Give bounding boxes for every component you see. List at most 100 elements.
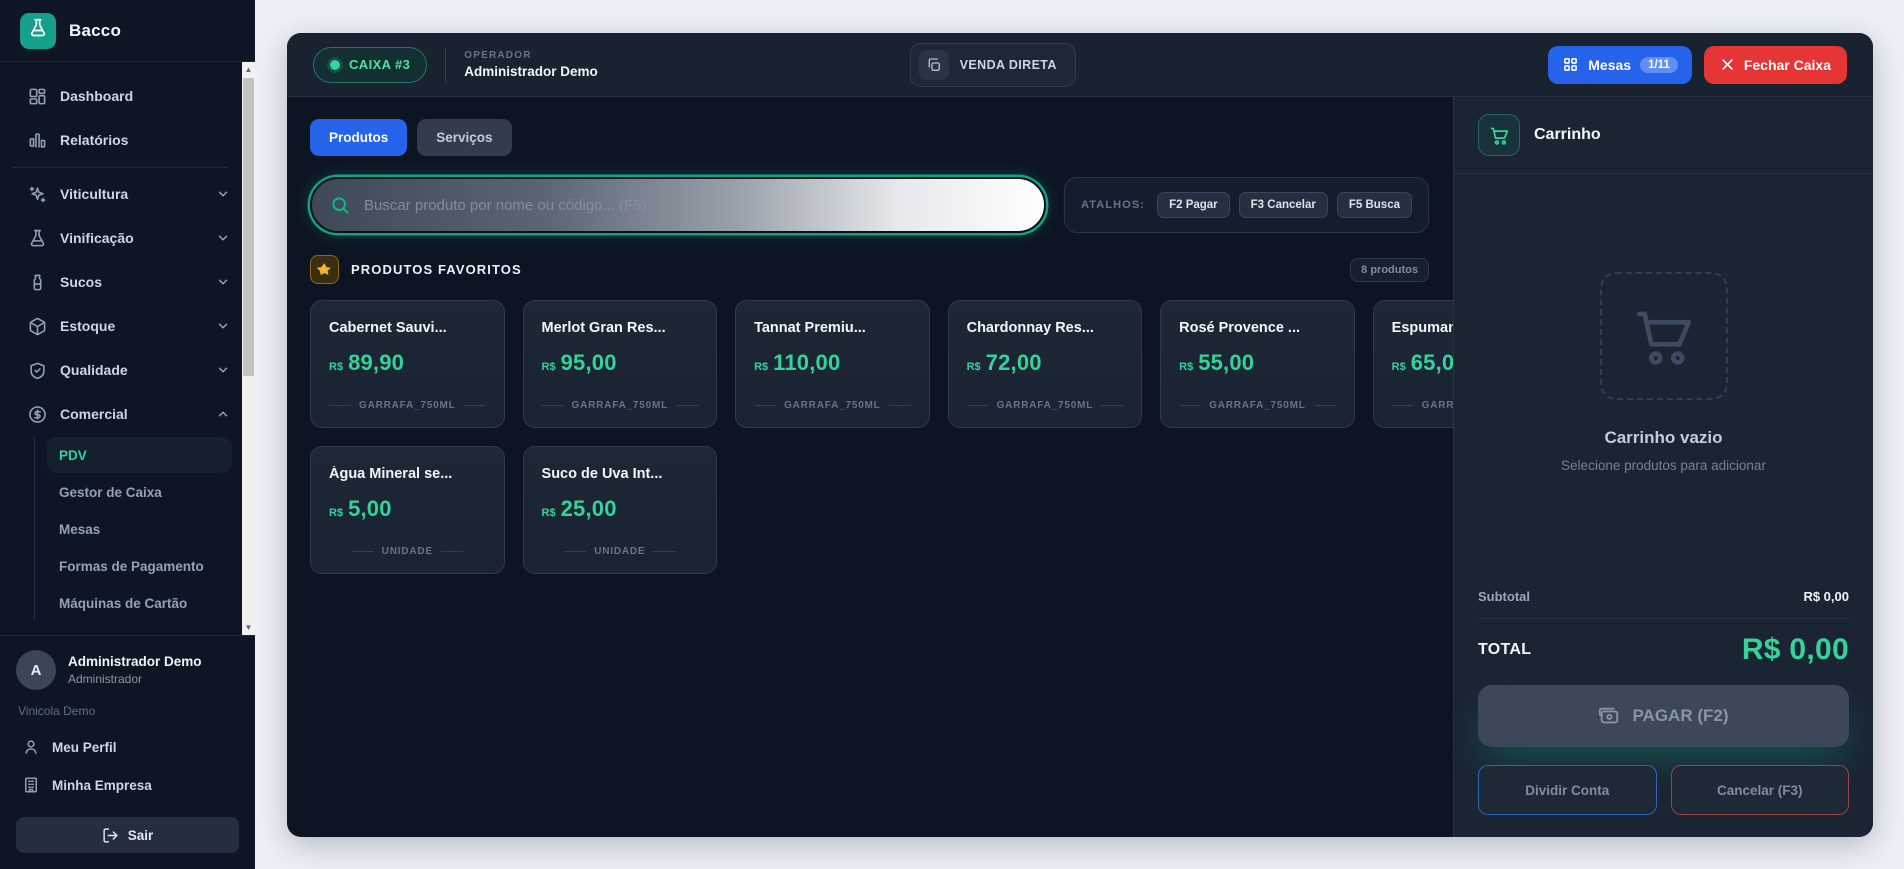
product-card[interactable]: Água Mineral se... R$ 5,00 UNIDADE <box>310 446 505 574</box>
sidebar-item-meu-perfil[interactable]: Meu Perfil <box>16 728 239 766</box>
tabs: Produtos Serviços <box>310 119 1445 156</box>
scrollbar-down-arrow[interactable]: ▼ <box>242 620 255 635</box>
sidebar-item-label: Relatórios <box>60 132 129 148</box>
scrollbar-up-arrow[interactable]: ▲ <box>242 62 255 77</box>
operador-label: OPERADOR <box>464 50 532 61</box>
dashboard-icon <box>28 87 47 106</box>
sidebar-item-label: Dashboard <box>60 88 134 104</box>
search-input[interactable] <box>310 177 1047 233</box>
product-card[interactable]: Suco de Uva Int... R$ 25,00 UNIDADE <box>522 446 718 574</box>
company-name: Vinicola Demo <box>18 704 96 718</box>
tab-servicos[interactable]: Serviços <box>417 119 512 156</box>
sidebar-item-maquinas-de-cartao[interactable]: Máquinas de Cartão <box>47 585 232 621</box>
sidebar-item-label: Estoque <box>60 318 116 334</box>
product-price: 25,00 <box>560 496 617 521</box>
sidebar-item-formas-de-pagamento[interactable]: Formas de Pagamento <box>47 548 232 584</box>
main-panel: CAIXA #3 OPERADOR Administrador Demo VEN… <box>287 33 1873 837</box>
dividir-conta-button[interactable]: Dividir Conta <box>1478 765 1657 815</box>
caixa-status-badge: CAIXA #3 <box>313 46 428 83</box>
currency-prefix: R$ <box>329 507 344 519</box>
mesas-button[interactable]: Mesas 1/11 <box>1548 45 1692 84</box>
cart-divider <box>1478 618 1849 619</box>
product-name: Chardonnay Res... <box>966 320 1094 336</box>
sidebar-scrollbar[interactable]: ▲ ▼ <box>242 62 255 635</box>
product-card[interactable]: Merlot Gran Res... R$ 95,00 GARRAFA_750ML <box>522 300 718 428</box>
user-card[interactable]: A Administrador Demo Administrador <box>16 650 239 690</box>
product-price: 55,00 <box>1198 350 1255 375</box>
avatar: A <box>16 650 56 690</box>
sidebar-item-qualidade[interactable]: Qualidade <box>0 348 240 392</box>
cart-empty-state: Carrinho vazio Selecione produtos para a… <box>1454 174 1873 571</box>
product-card[interactable]: Rosé Provence ... R$ 55,00 GARRAFA_750ML <box>1160 300 1355 428</box>
sidebar-item-label: Viticultura <box>60 186 129 202</box>
mesas-label: Mesas <box>1588 56 1632 73</box>
product-name: Água Mineral se... <box>329 466 453 482</box>
sidebar-item-label: Sucos <box>60 274 103 290</box>
product-unit: GARRAFA_750ML <box>1209 400 1306 411</box>
cart-icon <box>1478 114 1520 156</box>
search-row: ATALHOS: F2 Pagar F3 Cancelar F5 Busca <box>310 177 1445 233</box>
pagar-button[interactable]: PAGAR (F2) <box>1478 685 1849 747</box>
tab-produtos[interactable]: Produtos <box>310 119 408 156</box>
currency-prefix: R$ <box>966 361 981 373</box>
currency-prefix: R$ <box>1391 361 1406 373</box>
product-card[interactable]: Tannat Premiu... R$ 110,00 GARRAFA_750ML <box>735 300 930 428</box>
sidebar-divider <box>12 167 228 168</box>
sidebar-item-minha-empresa[interactable]: Minha Empresa <box>16 766 239 804</box>
venda-direta-button[interactable]: VENDA DIRETA <box>909 42 1076 87</box>
currency-prefix: R$ <box>1179 361 1194 373</box>
sub-item-label: Gestor de Caixa <box>59 484 162 500</box>
empty-cart-subtitle: Selecione produtos para adicionar <box>1561 458 1766 473</box>
user-icon <box>22 738 40 756</box>
sidebar-item-comercial[interactable]: Comercial <box>0 392 240 436</box>
pagar-label: PAGAR (F2) <box>1632 706 1729 725</box>
sidebar-item-estoque[interactable]: Estoque <box>0 304 240 348</box>
sidebar-item-mesas[interactable]: Mesas <box>47 511 232 547</box>
shortcut-f2-pagar: F2 Pagar <box>1157 192 1230 218</box>
product-unit: UNIDADE <box>594 546 646 557</box>
chevron-down-icon <box>216 363 230 377</box>
cart-header: Carrinho <box>1454 97 1873 174</box>
sidebar-item-viticultura[interactable]: Viticultura <box>0 172 240 216</box>
bar-chart-icon <box>28 131 47 150</box>
sidebar-item-dashboard[interactable]: Dashboard <box>0 74 240 118</box>
banknote-icon <box>1598 705 1620 727</box>
favorites-count-badge: 8 produtos <box>1350 257 1429 282</box>
chevron-up-icon <box>216 407 230 421</box>
venda-direta-label: VENDA DIRETA <box>959 57 1057 72</box>
shortcut-f3-cancelar: F3 Cancelar <box>1238 192 1328 218</box>
product-unit: GARRAFA_750ML <box>784 400 881 411</box>
topbar-divider <box>445 47 447 82</box>
product-name: Merlot Gran Res... <box>541 320 666 336</box>
sidebar-item-relatorios[interactable]: Relatórios <box>0 118 240 162</box>
sub-item-label: Máquinas de Cartão <box>59 595 188 611</box>
currency-prefix: R$ <box>541 507 556 519</box>
cancelar-button[interactable]: Cancelar (F3) <box>1670 765 1849 815</box>
product-card[interactable]: Chardonnay Res... R$ 72,00 GARRAFA_750ML <box>947 300 1143 428</box>
product-name: Suco de Uva Int... <box>541 466 663 482</box>
logout-button[interactable]: Sair <box>16 817 239 853</box>
product-price: 5,00 <box>348 496 392 521</box>
close-icon <box>1720 57 1735 72</box>
shield-check-icon <box>28 361 47 380</box>
sidebar: Bacco Dashboard Relatórios Viticultura <box>0 0 255 869</box>
sidebar-item-sucos[interactable]: Sucos <box>0 260 240 304</box>
product-name: Tannat Premiu... <box>754 320 866 336</box>
currency-prefix: R$ <box>754 361 769 373</box>
scrollbar-thumb[interactable] <box>243 78 254 376</box>
favorites-title: PRODUTOS FAVORITOS <box>351 262 522 277</box>
product-name: Cabernet Sauvi... <box>329 320 447 336</box>
favorites-header: PRODUTOS FAVORITOS 8 produtos <box>310 255 1445 284</box>
currency-prefix: R$ <box>541 361 556 373</box>
fechar-caixa-button[interactable]: Fechar Caixa <box>1703 45 1847 84</box>
sidebar-item-label: Comercial <box>60 406 128 422</box>
subtotal-label: Subtotal <box>1478 589 1530 604</box>
product-card[interactable]: Cabernet Sauvi... R$ 89,90 GARRAFA_750ML <box>310 300 505 428</box>
copy-icon <box>918 49 949 80</box>
comercial-submenu: PDV Gestor de Caixa Mesas Formas de Paga… <box>34 437 240 621</box>
product-unit: UNIDADE <box>381 546 433 557</box>
bottle-icon <box>28 273 47 292</box>
sidebar-item-vinificacao[interactable]: Vinificação <box>0 216 240 260</box>
sidebar-item-pdv[interactable]: PDV <box>47 437 232 473</box>
sidebar-item-gestor-de-caixa[interactable]: Gestor de Caixa <box>47 474 232 510</box>
